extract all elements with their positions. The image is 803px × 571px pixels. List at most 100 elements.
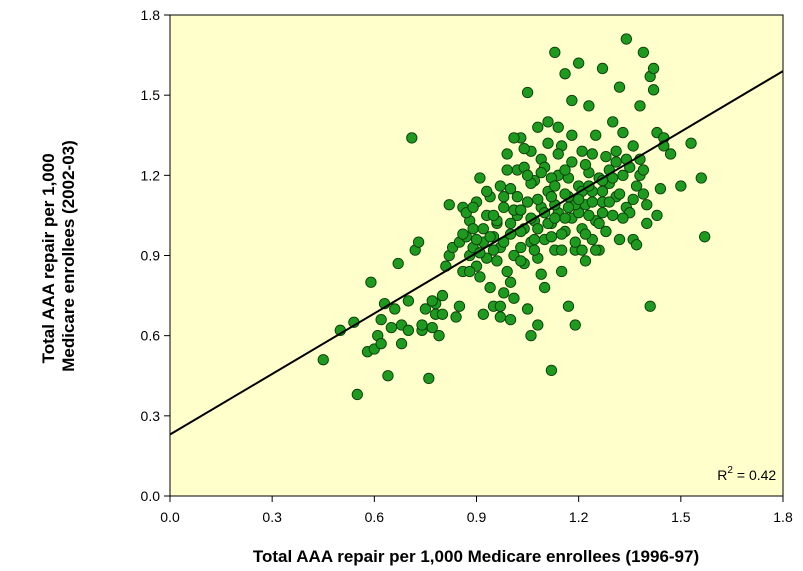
data-point	[647, 62, 660, 75]
x-tick-label: 1.2	[569, 509, 589, 525]
data-point	[562, 201, 575, 214]
y-axis-title-line2: Medicare enrollees (2002-03)	[59, 140, 78, 372]
data-point	[521, 86, 534, 99]
data-point	[569, 319, 581, 331]
data-point	[675, 180, 687, 192]
data-point	[630, 239, 643, 251]
data-point	[590, 129, 602, 141]
data-point	[579, 158, 592, 171]
data-point	[498, 201, 510, 214]
data-point	[586, 196, 598, 208]
data-point	[641, 217, 653, 230]
data-point	[535, 268, 547, 280]
data-point	[583, 100, 595, 112]
data-point	[532, 223, 544, 235]
data-point	[467, 223, 479, 235]
data-point	[590, 244, 602, 256]
data-point	[549, 212, 561, 224]
trend-line	[169, 70, 784, 436]
x-tick-label: 1.5	[671, 509, 691, 525]
data-point	[532, 319, 544, 331]
data-point	[504, 276, 517, 288]
x-tick-label: 0.3	[262, 509, 282, 525]
y-tick-label: 0.9	[141, 248, 161, 264]
data-point	[552, 148, 564, 160]
data-point	[382, 370, 394, 382]
data-point	[501, 164, 513, 176]
data-point	[576, 145, 588, 157]
data-point	[515, 204, 527, 216]
data-point	[515, 255, 527, 267]
data-point	[596, 207, 609, 219]
y-axis-title: Total AAA repair per 1,000 Medicare enro…	[39, 140, 78, 372]
data-point	[549, 180, 561, 192]
x-tick-label: 1.8	[773, 509, 793, 525]
data-point	[508, 292, 520, 304]
data-point	[453, 300, 466, 312]
data-point	[532, 193, 544, 206]
r-squared-annotation: R2 = 0.42	[717, 465, 776, 483]
data-point	[470, 233, 483, 246]
data-point	[436, 289, 449, 302]
data-point	[375, 313, 387, 326]
data-point	[641, 199, 653, 211]
data-point	[545, 191, 558, 203]
data-point	[511, 191, 524, 203]
data-point	[515, 241, 527, 254]
data-point	[392, 257, 404, 270]
data-point	[423, 372, 435, 385]
data-point	[610, 145, 622, 157]
data-point	[542, 137, 554, 149]
data-point	[654, 183, 667, 195]
data-point	[542, 116, 554, 128]
data-point	[637, 46, 650, 59]
data-point	[498, 287, 510, 299]
data-point	[521, 303, 534, 315]
data-point	[647, 84, 660, 96]
data-point	[555, 228, 568, 240]
data-point	[412, 236, 425, 248]
data-point	[559, 164, 571, 176]
data-point	[474, 271, 486, 283]
x-axis-title: Total AAA repair per 1,000 Medicare enro…	[253, 547, 699, 566]
data-point	[607, 209, 619, 222]
y-axis: 0.0 0.3 0.6 0.9 1.2 1.5 1.8	[141, 7, 170, 504]
data-point	[501, 265, 513, 278]
data-point	[573, 57, 585, 69]
data-point	[573, 193, 585, 206]
data-point	[525, 330, 537, 342]
data-point	[566, 129, 578, 141]
data-point	[365, 276, 377, 288]
data-point	[504, 313, 517, 326]
data-point	[651, 209, 663, 222]
data-point	[596, 62, 609, 75]
data-point	[617, 126, 629, 139]
data-point	[477, 308, 489, 320]
data-point	[545, 231, 558, 243]
y-tick-label: 0.0	[141, 488, 161, 504]
data-point	[620, 33, 632, 45]
x-tick-label: 0.0	[160, 509, 180, 525]
data-point	[504, 183, 517, 195]
data-point	[426, 321, 438, 334]
data-point	[555, 244, 568, 256]
data-point	[395, 338, 408, 350]
data-point	[487, 244, 500, 256]
data-point	[699, 231, 711, 243]
data-point	[576, 244, 588, 256]
data-point	[583, 209, 595, 222]
data-point	[535, 167, 547, 179]
data-point	[375, 338, 387, 350]
data-point	[528, 244, 541, 256]
data-point	[426, 295, 438, 307]
data-point	[474, 172, 486, 184]
data-point	[518, 142, 530, 155]
y-tick-label: 1.8	[141, 7, 161, 23]
data-point	[464, 265, 476, 278]
data-point	[494, 180, 506, 192]
data-point	[552, 121, 564, 133]
data-point	[613, 188, 626, 200]
data-point	[508, 132, 520, 144]
data-point	[402, 324, 415, 336]
